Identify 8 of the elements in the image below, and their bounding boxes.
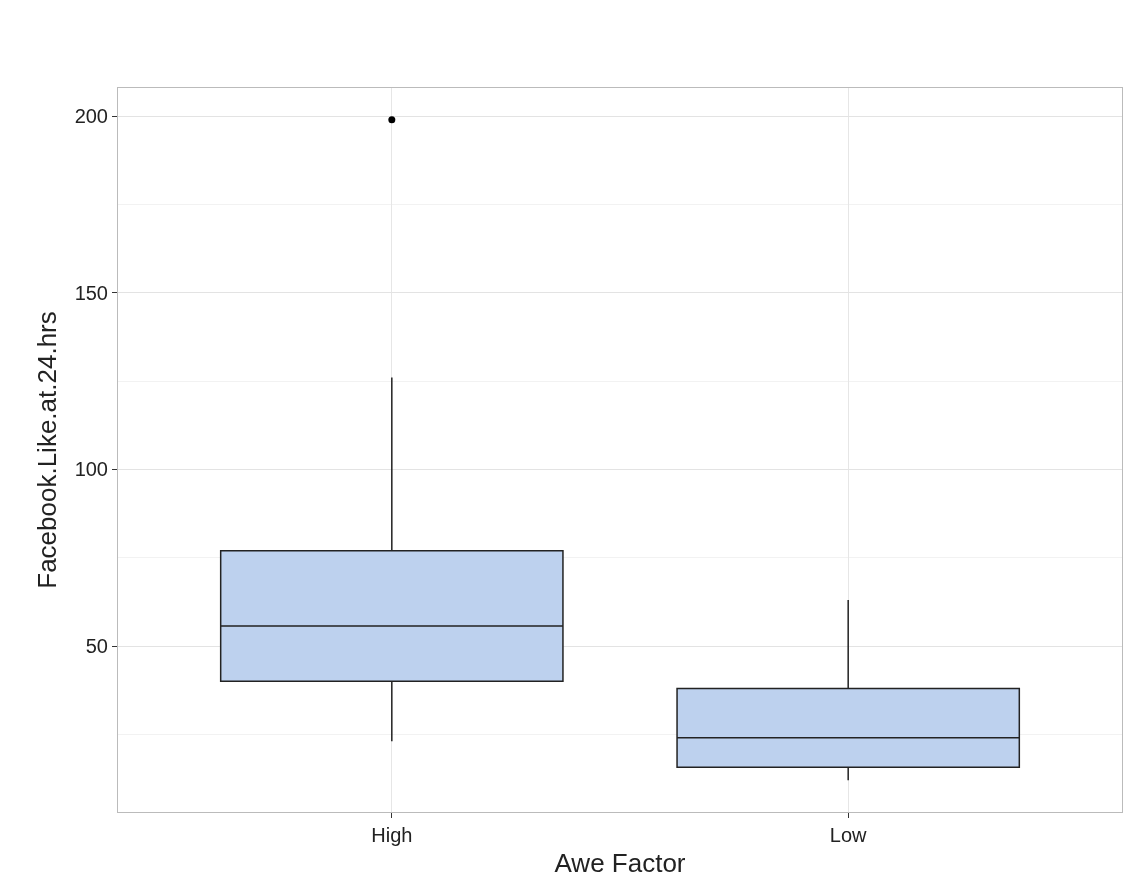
x-tick-label: High [371, 824, 413, 846]
y-tick-label: 150 [74, 281, 108, 304]
y-tick-label: 100 [74, 458, 108, 481]
x-tick-label: Low [829, 824, 868, 846]
y-tick-label: 50 [85, 635, 108, 658]
x-axis-title: Awe Factor [554, 847, 686, 878]
y-axis-title: Facebook.Like.at.24.hrs [32, 311, 63, 589]
y-tick-label: 200 [74, 105, 108, 128]
